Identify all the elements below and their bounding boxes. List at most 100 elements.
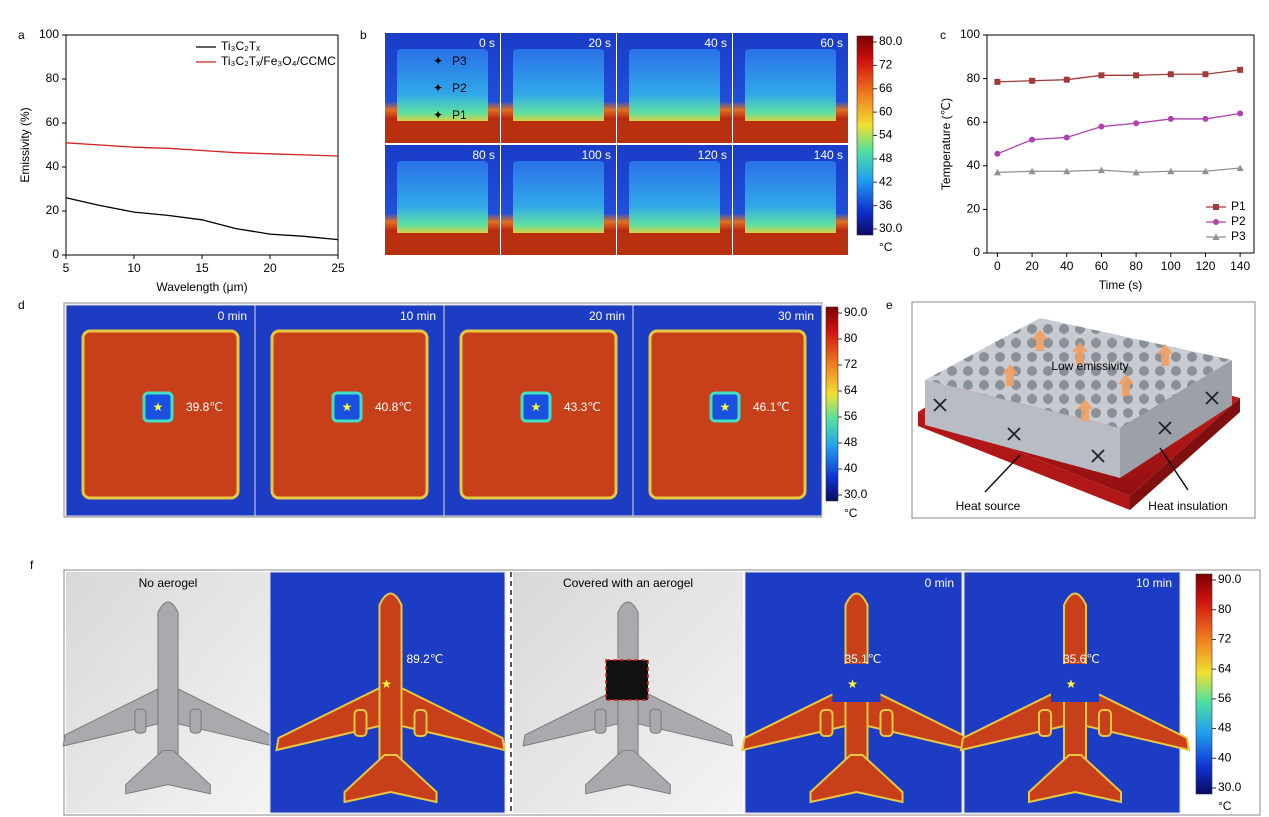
- x-tick-label: 15: [195, 261, 209, 275]
- data-point: [1029, 77, 1036, 84]
- y-axis-label: Emissivity (%): [18, 107, 32, 182]
- time-label: 20 s: [588, 36, 611, 50]
- aerogel-block: [629, 161, 720, 243]
- data-point: [993, 168, 1001, 176]
- pointer: [1159, 447, 1189, 491]
- colorbar-label: 66: [879, 81, 893, 95]
- point-marker: ✦: [433, 81, 443, 95]
- time-label: 120 s: [698, 148, 727, 162]
- panel-label: e: [886, 298, 893, 312]
- colorbar: [825, 306, 839, 502]
- y-tick-label: 100: [960, 27, 980, 41]
- data-line: [997, 69, 1241, 83]
- emission-arrow: [1072, 342, 1088, 364]
- data-line: [65, 197, 339, 241]
- x-tick-label: 25: [331, 261, 345, 275]
- colorbar-label: 80: [1218, 602, 1232, 616]
- x-tick-label: 10: [127, 261, 141, 275]
- data-point: [1201, 167, 1209, 175]
- emission-arrow: [1118, 374, 1134, 396]
- aerogel-block: [629, 49, 720, 131]
- data-point: [1202, 71, 1209, 78]
- temperature-label: 43.3℃: [564, 400, 601, 414]
- legend-marker: [1213, 204, 1219, 210]
- legend-label: P1: [1231, 199, 1246, 213]
- star: ★: [531, 400, 542, 414]
- data-point: [1063, 134, 1070, 141]
- temperature-label: 40.8℃: [375, 400, 412, 414]
- data-point: [994, 150, 1001, 157]
- data-point: [1237, 66, 1244, 73]
- x-mark: [1205, 391, 1219, 405]
- colorbar-label: 40: [1218, 750, 1232, 764]
- x-mark: [1091, 449, 1105, 463]
- y-tick-label: 60: [46, 115, 60, 129]
- y-tick-label: 80: [967, 71, 981, 85]
- y-tick-label: 20: [46, 203, 60, 217]
- time-label: 40 s: [704, 36, 727, 50]
- y-tick-label: 0: [52, 247, 59, 261]
- x-tick-label: 100: [1161, 259, 1181, 273]
- data-line: [997, 112, 1241, 155]
- point-label: P2: [452, 81, 467, 95]
- colorbar-label: 48: [1218, 721, 1232, 735]
- data-point: [1063, 76, 1070, 83]
- star: ★: [847, 677, 858, 691]
- star: ★: [381, 677, 392, 691]
- y-tick-label: 40: [46, 159, 60, 173]
- heat-plate: [501, 233, 616, 255]
- temperature-label: 39.8℃: [186, 400, 223, 414]
- colorbar-label: 90.0: [1218, 572, 1242, 586]
- colorbar-label: 48: [844, 435, 858, 449]
- aerogel-cover: [605, 659, 649, 701]
- time-label: 80 s: [472, 148, 495, 162]
- y-axis-label: Temperature (℃): [939, 98, 953, 190]
- heat-plate: [733, 121, 848, 143]
- colorbar-label: 48: [879, 151, 893, 165]
- aerogel-block: [513, 161, 604, 243]
- star: ★: [720, 400, 731, 414]
- x-mark: [933, 398, 947, 412]
- aerogel-block: [397, 49, 488, 131]
- temperature-label: 46.1℃: [753, 400, 790, 414]
- emission-arrow: [1077, 399, 1093, 421]
- colorbar-label: 56: [844, 409, 858, 423]
- point-label: P3: [452, 54, 467, 68]
- colorbar-label: 80.0: [879, 34, 903, 48]
- pointer: [984, 454, 1021, 493]
- x-tick-label: 120: [1195, 259, 1215, 273]
- legend-marker: [1212, 233, 1220, 240]
- legend-label: P3: [1231, 229, 1246, 243]
- panel-label: f: [30, 558, 34, 572]
- temperature-label: 35.6℃: [1063, 652, 1100, 666]
- data-point: [1097, 166, 1105, 174]
- data-point: [1236, 164, 1244, 171]
- point-marker: ✦: [433, 108, 443, 122]
- colorbar-label: 72: [879, 58, 893, 72]
- time-label: 60 s: [820, 36, 843, 50]
- temperature-label: 89.2℃: [407, 652, 444, 666]
- temperature-label: 35.1℃: [845, 652, 882, 666]
- data-line: [65, 142, 339, 157]
- panel-label: b: [360, 28, 367, 42]
- aerogel-spot: [520, 391, 552, 423]
- aerogel-block: [397, 161, 488, 243]
- data-point: [1167, 71, 1174, 78]
- colorbar-label: 30.0: [879, 221, 903, 235]
- emission-arrow: [1002, 364, 1018, 386]
- data-point: [1133, 72, 1140, 79]
- aerogel-cover: [1051, 664, 1099, 702]
- point-label: P1: [452, 108, 467, 122]
- data-point: [1202, 115, 1209, 122]
- data-point: [1098, 72, 1105, 79]
- data-point: [1132, 168, 1140, 176]
- x-axis-label: Wavelength (μm): [156, 280, 247, 294]
- colorbar: [1195, 573, 1213, 795]
- x-tick-label: 80: [1129, 259, 1143, 273]
- plot-frame: [986, 34, 1255, 254]
- data-line: [997, 167, 1241, 173]
- colorbar-label: 80: [844, 331, 858, 345]
- heat-plate: [617, 121, 732, 143]
- x-mark: [1007, 427, 1021, 441]
- annotation: Heat insulation: [1148, 499, 1227, 513]
